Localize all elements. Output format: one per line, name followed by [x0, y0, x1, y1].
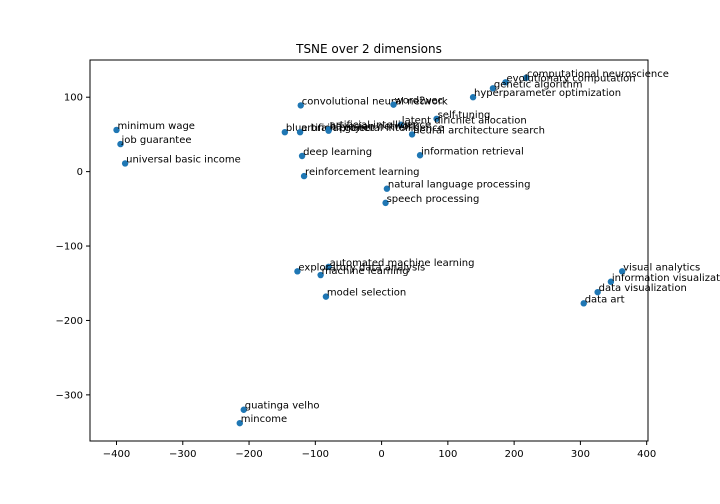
data-point-label: job guarantee	[120, 135, 191, 146]
data-point	[296, 128, 304, 136]
data-point-label: natural language processing	[388, 180, 531, 191]
axes-frame	[89, 59, 649, 442]
data-point	[469, 94, 477, 101]
data-point	[113, 126, 120, 134]
data-point	[236, 419, 243, 427]
data-point-label: visual analytics	[623, 262, 700, 273]
data-point	[502, 79, 509, 86]
data-point	[297, 102, 304, 109]
data-point-label: minimum wage	[118, 121, 195, 132]
data-point-label: bayesian network	[330, 122, 419, 133]
data-point-label: latent dirichlet allocation	[402, 116, 527, 127]
data-point-label: artificial general intelligence	[301, 123, 444, 134]
data-point-label: self-tuning	[438, 110, 491, 121]
data-point	[240, 406, 247, 413]
chart-title: TSNE over 2 dimensions	[295, 42, 442, 56]
data-point	[416, 152, 424, 159]
data-point	[383, 185, 391, 192]
data-point-label: neural architecture search	[413, 125, 545, 136]
data-point-label: convolutional neural network	[302, 96, 448, 107]
data-point	[390, 101, 397, 108]
x-tick-label: 200	[505, 449, 524, 460]
y-axis: −300 −200 −100 0 100	[56, 93, 90, 401]
data-point	[522, 74, 530, 82]
x-tick-label: 100	[438, 449, 457, 460]
data-point-label: computational neuroscience	[527, 69, 669, 80]
data-point-label: model selection	[327, 288, 406, 299]
data-point	[281, 128, 289, 136]
data-point	[382, 199, 389, 207]
data-point	[607, 278, 615, 285]
data-point-label: genetic algorithm	[494, 79, 583, 90]
data-point	[298, 152, 306, 160]
data-point-label: reinforcement learning	[305, 167, 419, 178]
data-point	[397, 121, 405, 128]
x-tick-label: −200	[235, 449, 262, 460]
data-point-label: exploratory data analysis	[298, 262, 425, 273]
data-point	[594, 288, 601, 296]
y-tick-label: −200	[56, 316, 83, 327]
data-point	[322, 293, 330, 300]
y-tick-label: −300	[56, 390, 83, 401]
y-tick-label: 0	[77, 167, 83, 178]
data-point-label: information visualization	[612, 273, 720, 284]
y-tick-label: −100	[56, 242, 83, 253]
data-point	[580, 300, 587, 307]
data-point-label: word2vec	[395, 96, 444, 107]
data-point-label: information retrieval	[421, 146, 524, 157]
x-tick-label: 400	[637, 449, 656, 460]
x-tick-label: −300	[169, 449, 196, 460]
x-tick-label: 300	[571, 449, 590, 460]
data-point-label: universal basic income	[126, 154, 241, 165]
data-point	[325, 263, 332, 271]
data-point	[294, 268, 301, 275]
data-point-label: guatinga velho	[245, 401, 320, 412]
data-point-label: machine learning	[322, 266, 409, 277]
data-point-label: data visualization	[599, 283, 687, 294]
x-tick-label: 0	[378, 449, 384, 460]
data-point-label: automated machine learning	[330, 258, 475, 269]
data-point-label: data art	[585, 294, 625, 305]
data-point-label: mincome	[241, 414, 287, 425]
data-point	[317, 271, 324, 279]
data-point-label: deep learning	[303, 147, 372, 158]
data-point	[121, 160, 129, 167]
data-point-label: hyperparameter optimization	[474, 88, 621, 99]
data-point-label: speech processing	[387, 194, 480, 205]
data-point-label: evolutionary computation	[507, 73, 636, 84]
x-axis: −400 −300 −200 −100 0 100 200 300 400	[103, 441, 656, 460]
data-point	[433, 115, 440, 122]
data-point-label: artificial intelligence	[330, 120, 432, 131]
data-point	[117, 140, 124, 148]
y-tick-label: 100	[64, 93, 83, 104]
data-point	[300, 172, 308, 180]
data-point	[489, 85, 497, 92]
x-tick-label: −400	[103, 449, 130, 460]
data-point	[325, 127, 332, 134]
data-point	[618, 268, 626, 275]
x-tick-label: −100	[302, 449, 329, 460]
data-point	[408, 131, 416, 138]
